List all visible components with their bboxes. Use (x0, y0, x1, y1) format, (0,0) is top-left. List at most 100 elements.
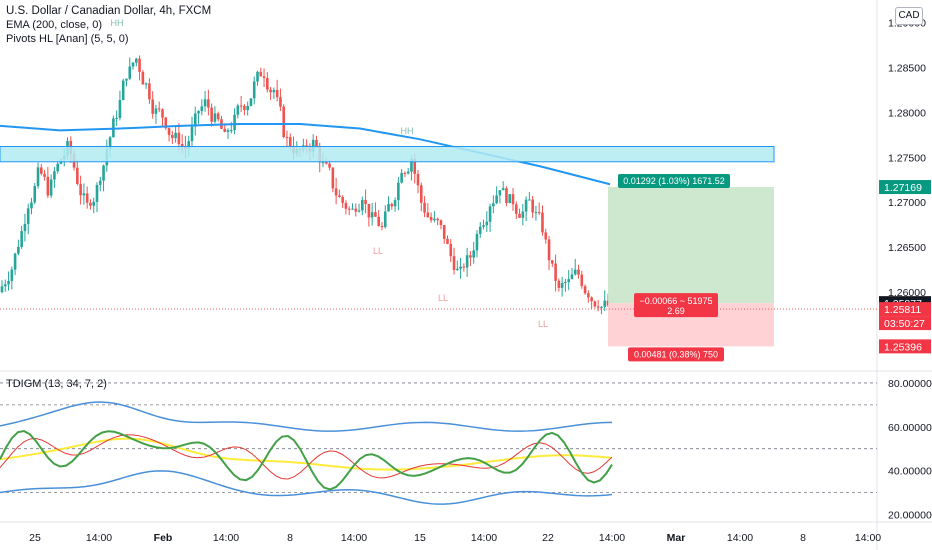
candle-body (10, 269, 14, 281)
candle-body (393, 200, 397, 207)
candle-body (429, 217, 433, 221)
candle-body (377, 216, 381, 227)
countdown-tag: 03:50:27 (884, 318, 925, 330)
candle-body (593, 301, 597, 307)
candle-body (580, 274, 584, 287)
candle-body (82, 193, 86, 196)
osc-tick-label: 60.00000 (888, 422, 932, 434)
candle-body (315, 139, 318, 147)
oscillator-axis[interactable]: 80.00000 60.00000 40.00000 20.00000 (888, 378, 932, 521)
candle-body (544, 232, 548, 240)
stop-price-tag: 1.25396 (884, 341, 922, 353)
candle-body (95, 184, 99, 202)
candle-body (115, 117, 118, 119)
candle-body (488, 206, 492, 222)
long-position-tool[interactable]: 0.01292 (1.03%) 1671.52 0.00481 (0.38%) 7… (0, 174, 877, 362)
stop-price-tag-bg (879, 339, 931, 354)
candle-body (528, 199, 531, 201)
candle-body (492, 203, 495, 207)
time-tick-label: 14:00 (855, 532, 881, 544)
time-tick-label: 8 (287, 532, 293, 544)
time-tick-label: 22 (542, 532, 554, 544)
candle-body (452, 256, 456, 270)
candle-body (13, 253, 17, 270)
target-label-box (618, 174, 730, 189)
pivot-label: LL (373, 246, 383, 256)
tdi-lower-band (0, 470, 613, 505)
resistance-zone[interactable] (0, 146, 775, 163)
candle-body (567, 279, 570, 283)
candle-body (370, 212, 374, 218)
time-tick-label: 25 (29, 532, 41, 544)
candle-body (282, 106, 286, 138)
candle-body (426, 212, 430, 218)
pivot-label: LL (538, 319, 548, 329)
candle-body (226, 130, 230, 132)
entry-price-tag-bg (879, 302, 931, 317)
candle-body (410, 158, 413, 172)
candle-body (197, 111, 200, 114)
candle-body (413, 158, 417, 174)
candle-body (246, 105, 249, 111)
target-price-tag: 1.27169 (884, 182, 922, 194)
candle-body (157, 108, 161, 110)
pivots-legend[interactable]: Pivots HL [Anan] (5, 5, 0) (6, 33, 129, 45)
target-zone[interactable] (608, 187, 774, 304)
candle-body (498, 190, 502, 196)
stop-label-box (628, 347, 724, 362)
candle-body (89, 202, 92, 206)
candle-body (200, 106, 204, 112)
candle-body (341, 197, 344, 203)
time-tick-label: 14:00 (213, 532, 239, 544)
candle-body (85, 193, 89, 203)
candle-body (321, 162, 325, 164)
candle-body (7, 280, 10, 285)
candle-body (469, 255, 472, 258)
candle-body (472, 250, 475, 258)
price-axis[interactable]: 1.290001.285001.280001.275001.270001.265… (888, 17, 926, 299)
ema-legend[interactable]: EMA (200, close, 0) (6, 19, 102, 31)
candle-body (236, 105, 240, 115)
time-tick-label: 14:00 (727, 532, 753, 544)
chart-legend: U.S. Dollar / Canadian Dollar, 4h, FXCM … (6, 4, 211, 46)
candle-body (380, 226, 384, 228)
candle-body (387, 203, 390, 212)
candle-body (53, 171, 56, 180)
pivot-label: HH (401, 126, 414, 136)
time-tick-label: 14:00 (599, 532, 625, 544)
candle-body (144, 83, 148, 85)
currency-badge[interactable]: CAD (895, 7, 923, 25)
time-tick-label: Mar (667, 532, 686, 544)
candle-body (436, 218, 439, 221)
candle-body (364, 199, 367, 204)
candle-body (164, 117, 168, 129)
candle-body (252, 81, 256, 99)
oscillator-legend: TDIGM (13, 34, 7, 2) (6, 377, 107, 391)
candle-body (465, 255, 469, 268)
candle-body (233, 114, 236, 131)
candle-body (125, 78, 128, 81)
candle-body (131, 62, 135, 67)
price-tick-label: 1.26500 (888, 242, 926, 254)
symbol-title[interactable]: U.S. Dollar / Canadian Dollar, 4h, FXCM (6, 5, 212, 17)
time-tick-label: 8 (800, 532, 806, 544)
candle-body (102, 165, 105, 181)
candle-body (573, 269, 577, 275)
zone-rectangle[interactable] (0, 146, 775, 163)
candle-body (354, 208, 358, 212)
candlestick-series (0, 55, 610, 315)
candle-body (216, 113, 220, 120)
candle-body (331, 167, 335, 189)
candle-body (403, 172, 407, 174)
candle-body (324, 162, 328, 164)
candle-body (36, 167, 40, 187)
candle-body (154, 108, 158, 114)
time-axis[interactable]: 25 14:00 Feb 14:00 8 14:00 15 14:00 22 14:00 Mar 14… (29, 532, 881, 544)
candle-body (118, 100, 122, 118)
candle-body (344, 202, 348, 209)
candle-body (482, 225, 485, 227)
candle-body (207, 99, 210, 108)
tdigm-legend[interactable]: TDIGM (13, 34, 7, 2) (6, 378, 107, 390)
